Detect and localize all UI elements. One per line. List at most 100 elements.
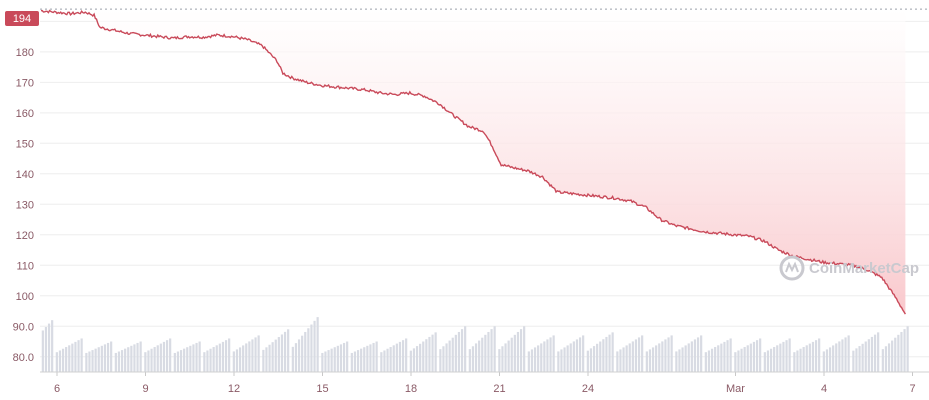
volume-bar [159,343,162,372]
x-tick-label: Mar [726,383,745,395]
volume-bar [51,320,54,372]
volume-bar [592,346,596,372]
volume-bar [162,341,166,372]
volume-bar [616,351,619,372]
x-tick-label: 6 [54,383,60,395]
volume-bar [297,339,301,372]
volume-bar [139,341,142,372]
volume-bar [183,348,186,372]
volume-bar [838,341,841,372]
volume-bar [228,338,231,372]
volume-bar [675,351,678,372]
volume-bar [156,345,159,372]
x-tick-label: 7 [909,383,915,395]
volume-bar [707,350,711,372]
volume-bar [658,343,661,372]
x-tick-label: 21 [493,383,505,395]
volume-bar [117,351,121,372]
volume-bar [891,340,894,372]
volume-bar [41,330,44,372]
volume-bar [897,334,900,372]
x-axis-ticks: 6 9 12 15 18 21 24 Mar 4 7 [54,372,916,395]
volume-bar [484,334,487,372]
x-tick-label: 24 [582,383,594,395]
volume-bar [165,340,169,372]
y-tick-label: 170 [16,77,34,89]
volume-bar [723,341,726,372]
volume-bar [507,340,510,372]
volume-bar [498,349,501,372]
volume-bar [380,352,383,372]
volume-bar [369,344,372,372]
y-tick-label: 140 [16,169,34,181]
volume-bar [392,345,395,372]
volume-bar [133,344,136,372]
volume-bar [386,348,389,372]
volume-bar [737,350,740,372]
volume-bar [527,351,530,372]
volume-bar [832,345,835,372]
volume-bar [543,341,546,372]
volume-bar [785,340,788,372]
volume-bar [645,351,648,372]
x-tick-label: 12 [228,383,240,395]
volume-bar [262,349,265,372]
volume-bar [301,335,304,372]
x-tick-label: 9 [142,383,148,395]
volume-bar [881,349,884,372]
volume-bar [602,339,605,372]
volume-bar [852,350,855,372]
volume-bar [460,329,464,372]
volume-bar [238,347,242,372]
volume-bar [533,347,537,372]
volume-bar [513,334,516,372]
volume-bar [634,339,638,372]
volume-bar [206,350,209,372]
volume-bar [471,346,475,372]
volume-bar [796,350,799,372]
volume-bar [822,351,825,372]
volume-bar [147,350,150,372]
volume-bar [578,337,582,372]
volume-bar [254,337,257,372]
volume-bar [324,351,327,372]
volume-bar [858,346,861,372]
volume-bar [599,341,602,372]
volume-bar [782,341,785,372]
price-area [40,9,906,315]
volume-bar [271,342,274,372]
volume-bar [58,350,62,372]
volume-bar [353,351,357,372]
volume-bar [274,339,277,372]
volume-bar [490,329,493,372]
volume-bar [530,349,534,372]
volume-bar [176,351,180,372]
volume-bar [451,337,454,372]
volume-bar [342,342,346,372]
volume-bar [734,352,737,372]
volume-bar [333,347,336,372]
volume-bar [828,347,832,372]
volume-bar [835,343,838,372]
volume-bar [501,346,504,372]
volume-bar [516,331,520,372]
volume-bar [608,334,611,372]
volume-bar [560,349,563,372]
volume-bar [664,339,667,372]
volume-bar [546,339,549,372]
watermark: CoinMarketCap [779,255,919,281]
volume-bar [265,347,268,372]
volume-bar [94,348,97,372]
volume-bar [468,349,471,372]
volume-bar [759,338,762,372]
volume-bar [717,345,720,372]
volume-bar [873,334,877,372]
volume-bar [569,343,572,372]
volume-bar [80,338,83,372]
volume-bar [648,349,652,372]
volume-bar [130,345,133,372]
volume-bar [277,337,280,372]
volume-bar [235,349,239,372]
volume-bar [136,342,139,372]
